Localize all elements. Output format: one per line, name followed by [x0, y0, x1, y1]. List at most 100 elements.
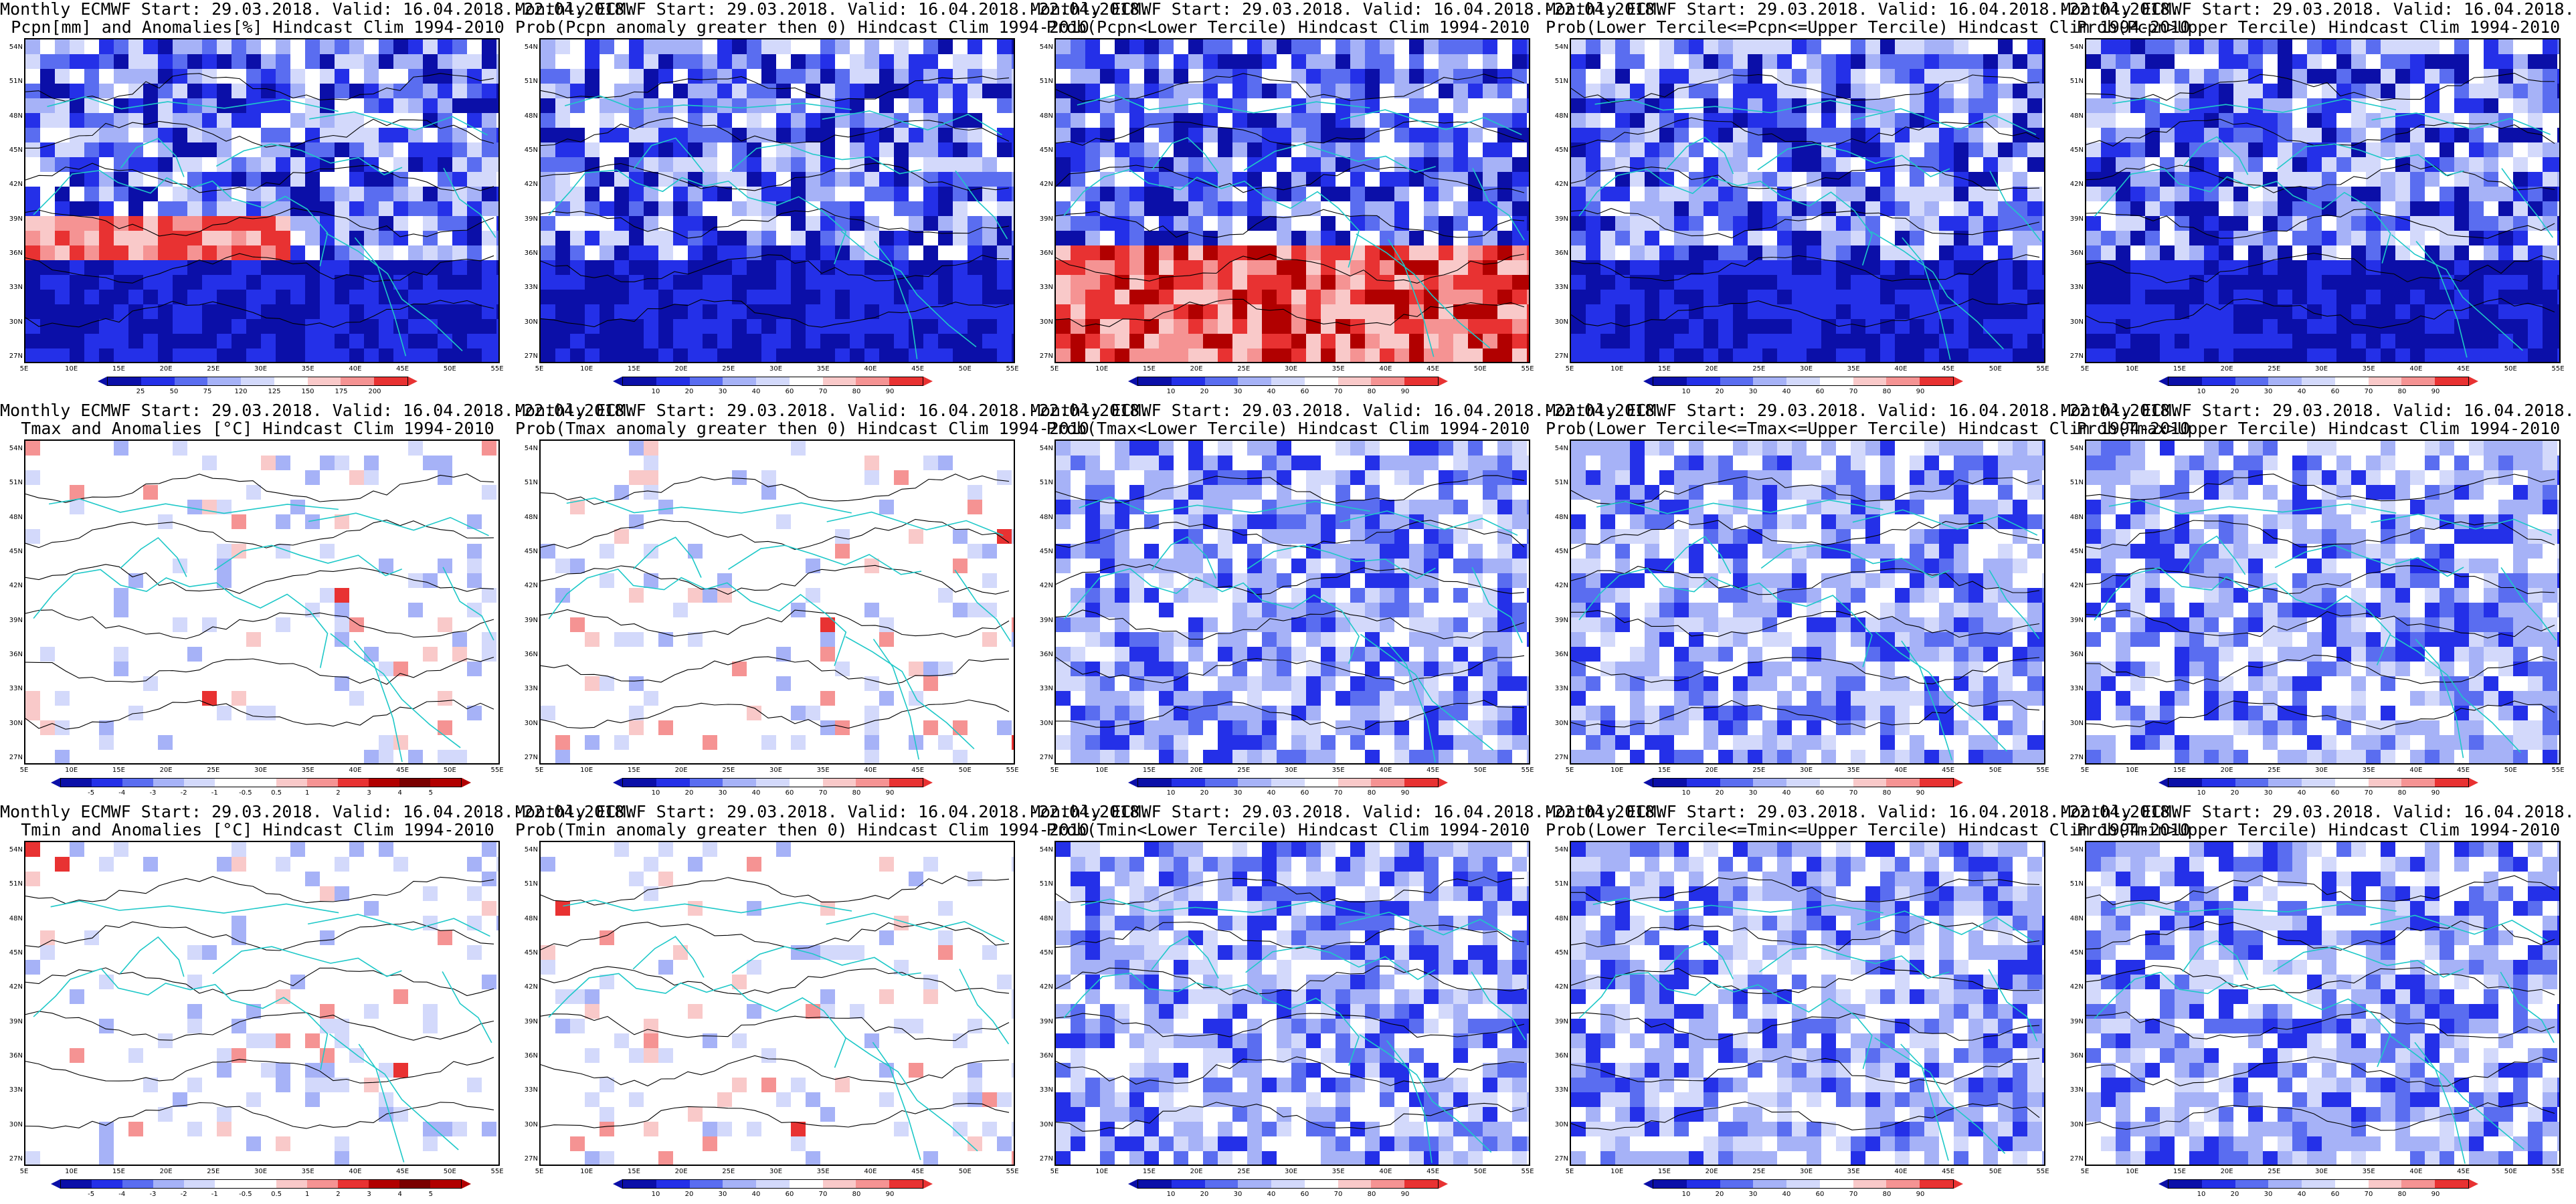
field-cell — [1100, 54, 1115, 70]
field-cell — [629, 245, 644, 261]
field-cell — [2322, 319, 2337, 334]
field-cell — [25, 441, 41, 456]
field-cell — [1174, 231, 1189, 246]
field-cell — [541, 544, 556, 559]
field-cell — [1571, 54, 1586, 70]
coastline-0 — [33, 569, 329, 668]
field-cell — [482, 456, 497, 471]
field-cell — [1851, 290, 1866, 305]
field-cell — [2160, 69, 2175, 84]
field-cell — [909, 275, 924, 290]
field-cell — [2042, 172, 2044, 187]
field-cell — [305, 172, 320, 187]
field-cell — [2027, 113, 2043, 128]
field-cell — [143, 706, 159, 721]
colorbar-swatch — [430, 779, 461, 787]
field-cell — [1453, 231, 1469, 246]
field-cell — [1600, 54, 1616, 70]
field-cell — [1586, 216, 1601, 231]
field-cell — [1895, 187, 1910, 202]
field-cell — [40, 735, 56, 750]
field-cell — [349, 735, 365, 750]
field-cell — [585, 304, 600, 320]
field-cell — [261, 456, 276, 471]
field-cell — [614, 500, 630, 515]
field-cell — [2381, 84, 2396, 99]
colorbar-swatch — [856, 377, 890, 385]
field-cell — [1409, 128, 1424, 143]
field-cell — [408, 231, 424, 246]
field-cell — [717, 172, 733, 187]
latitude-tick-label: 36N — [524, 249, 538, 257]
field-cell — [717, 98, 733, 114]
field-cell — [2425, 98, 2440, 114]
colorbar — [1653, 377, 1954, 386]
field-cell — [482, 113, 497, 128]
colorbar-swatch — [1686, 377, 1720, 385]
field-cell — [761, 290, 777, 305]
field-cell — [1277, 216, 1292, 231]
field-cell — [1851, 334, 1866, 349]
field-cell — [335, 529, 350, 544]
field-cell — [128, 275, 144, 290]
field-cell — [1497, 201, 1513, 217]
field-cell — [776, 187, 792, 202]
field-cell — [541, 456, 556, 471]
field-cell — [2351, 39, 2367, 55]
field-cell — [1821, 201, 1837, 217]
field-cell — [320, 290, 335, 305]
field-cell — [968, 54, 983, 70]
field-cell — [1836, 69, 1851, 84]
field-cell — [658, 319, 674, 334]
field-cell — [305, 128, 320, 143]
field-cell — [1968, 319, 1984, 334]
field-cell — [982, 348, 998, 362]
field-cell — [894, 500, 909, 515]
field-cell — [864, 348, 880, 362]
field-cell — [158, 485, 173, 500]
field-cell — [982, 69, 998, 84]
field-cell — [894, 54, 909, 70]
field-cell — [408, 142, 424, 158]
field-cell — [1409, 275, 1424, 290]
field-cell — [1571, 128, 1586, 143]
field-cell — [40, 54, 56, 70]
field-cell — [1336, 128, 1351, 143]
field-cell — [2160, 304, 2175, 320]
field-cell — [747, 485, 762, 500]
field-cell — [1453, 157, 1469, 173]
field-cell — [703, 319, 718, 334]
field-cell — [25, 485, 41, 500]
field-cell — [820, 245, 836, 261]
field-cell — [1424, 290, 1439, 305]
field-cell — [673, 172, 688, 187]
field-cell — [1924, 98, 1940, 114]
field-cell — [1659, 98, 1675, 114]
field-cell — [1483, 98, 1498, 114]
field-cell — [2233, 128, 2249, 143]
field-cell — [379, 157, 394, 173]
field-cell — [2013, 304, 2028, 320]
field-cell — [408, 485, 424, 500]
field-cell — [761, 348, 777, 362]
longitude-tick-label: 15E — [2173, 365, 2186, 373]
field-cell — [1453, 54, 1469, 70]
field-cell — [1968, 201, 1984, 217]
field-cell — [187, 470, 203, 486]
colorbar-swatch — [1753, 377, 1787, 385]
field-cell — [482, 720, 497, 736]
field-cell — [1674, 172, 1689, 187]
field-cell — [1659, 172, 1675, 187]
field-cell — [1880, 319, 1896, 334]
field-cell — [1600, 142, 1616, 158]
field-cell — [84, 201, 100, 217]
field-cell — [2307, 98, 2322, 114]
field-cell — [364, 84, 379, 99]
field-cell — [467, 187, 482, 202]
field-cell — [438, 54, 453, 70]
field-cell — [997, 319, 1012, 334]
field-cell — [1718, 128, 1734, 143]
field-cell — [2498, 231, 2514, 246]
field-cell — [1394, 231, 1410, 246]
field-cell — [673, 319, 688, 334]
